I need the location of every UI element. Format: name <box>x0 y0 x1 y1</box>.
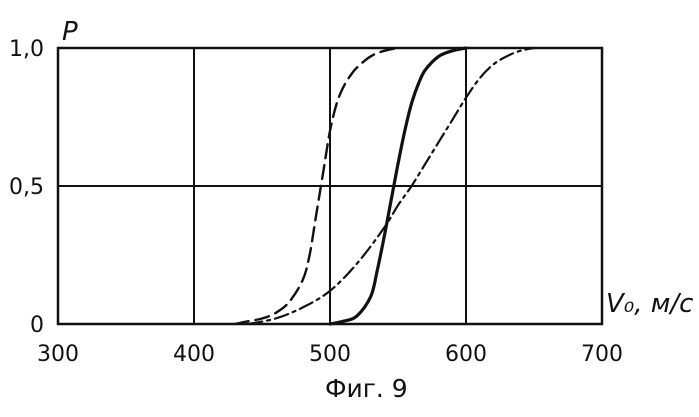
x-tick-label: 500 <box>309 342 351 367</box>
figure-caption: Фиг. 9 <box>325 374 408 403</box>
x-tick-label: 300 <box>37 342 79 367</box>
x-axis-title: V₀, м/с <box>606 289 693 319</box>
y-tick-label: 0 <box>30 313 44 338</box>
x-tick-label: 400 <box>173 342 215 367</box>
grid-lines <box>58 48 602 324</box>
y-axis-title: P <box>62 17 78 47</box>
y-tick-label: 1,0 <box>9 37 44 62</box>
y-tick-label: 0,5 <box>9 175 44 200</box>
x-tick-label: 600 <box>445 342 487 367</box>
x-tick-labels: 300 400 500 600 700 <box>37 342 623 367</box>
y-tick-labels: 0 0,5 1,0 <box>9 37 44 338</box>
x-tick-label: 700 <box>581 342 623 367</box>
